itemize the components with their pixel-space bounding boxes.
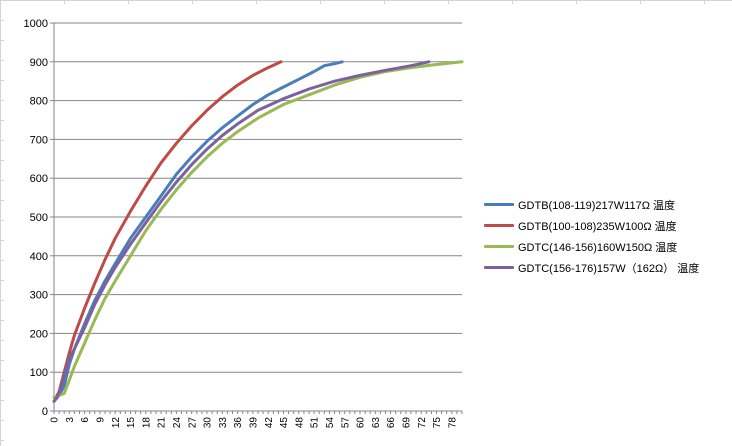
legend-item: GDTB(100-108)235W100Ω 温度 <box>484 215 732 236</box>
series-lines <box>52 60 464 403</box>
y-tick-label: 1000 <box>24 18 48 30</box>
x-tick-label: 78 <box>447 417 458 429</box>
legend-swatch <box>484 224 514 227</box>
x-tick-label: 3 <box>65 417 76 423</box>
y-tick-label: 900 <box>30 57 48 69</box>
series-line-2 <box>52 60 283 403</box>
y-tick-label: 700 <box>30 134 48 146</box>
legend-item: GDTC(146-156)160W150Ω 温度 <box>484 236 732 257</box>
legend: GDTB(108-119)217W117Ω 温度 GDTB(100-108)235… <box>484 194 732 278</box>
legend-swatch <box>484 245 514 248</box>
x-tick-label: 63 <box>371 417 382 429</box>
x-tick-label: 6 <box>80 417 91 423</box>
x-tick-label: 36 <box>233 417 244 429</box>
legend-item: GDTB(108-119)217W117Ω 温度 <box>484 194 732 215</box>
series-line-3 <box>52 60 464 399</box>
axes <box>50 22 463 414</box>
x-tick-label: 60 <box>356 417 367 429</box>
y-tick-label: 100 <box>30 367 48 379</box>
x-tick-label: 18 <box>141 417 152 429</box>
chart-area[interactable]: 0 100 200 300 400 500 600 700 800 900 1000 0 3 6 9 12 1… <box>4 4 732 446</box>
legend-swatch <box>484 266 514 269</box>
series-line-4 <box>52 60 431 403</box>
legend-label: GDTC(156-176)157W（162Ω） 温度 <box>518 262 700 275</box>
y-tick-label: 0 <box>42 406 48 418</box>
x-tick-label: 51 <box>310 417 321 429</box>
x-tick-label: 48 <box>294 417 305 429</box>
y-tick-label: 800 <box>30 96 48 108</box>
y-tick-label: 300 <box>30 290 48 302</box>
x-tick-labels: 0 3 6 9 12 15 18 21 24 27 30 33 36 39 42 45 48 51 54 57 60 63… <box>50 417 459 429</box>
x-tick-label: 9 <box>96 417 107 423</box>
x-tick-label: 30 <box>203 417 214 429</box>
x-tick-label: 66 <box>386 417 397 429</box>
legend-item: GDTC(156-176)157W（162Ω） 温度 <box>484 257 732 278</box>
x-tick-label: 33 <box>218 417 229 429</box>
y-tick-label: 200 <box>30 328 48 340</box>
x-tick-label: 42 <box>264 417 275 429</box>
x-tick-label: 27 <box>187 417 198 429</box>
x-tick-label: 21 <box>157 417 168 429</box>
x-tick-label: 12 <box>111 417 122 429</box>
x-tick-label: 72 <box>417 417 428 429</box>
x-tick-label: 75 <box>432 417 443 429</box>
legend-label: GDTB(108-119)217W117Ω 温度 <box>518 199 675 212</box>
legend-swatch <box>484 203 514 206</box>
gridlines <box>54 22 462 373</box>
legend-label: GDTB(100-108)235W100Ω 温度 <box>518 220 677 233</box>
x-tick-label: 57 <box>340 417 351 429</box>
x-tick-label: 39 <box>249 417 260 429</box>
x-tick-label: 45 <box>279 417 290 429</box>
y-tick-label: 400 <box>30 251 48 263</box>
x-tick-label: 15 <box>126 417 137 429</box>
x-tick-label: 24 <box>172 417 183 429</box>
x-tick-label: 69 <box>402 417 413 429</box>
y-tick-label: 600 <box>30 173 48 185</box>
series-line-1 <box>52 60 344 403</box>
y-tick-label: 500 <box>30 212 48 224</box>
y-tick-labels: 0 100 200 300 400 500 600 700 800 900 1000 <box>24 18 48 418</box>
x-tick-label: 54 <box>325 417 336 429</box>
x-tick-label: 0 <box>50 417 61 423</box>
legend-label: GDTC(146-156)160W150Ω 温度 <box>518 241 678 254</box>
